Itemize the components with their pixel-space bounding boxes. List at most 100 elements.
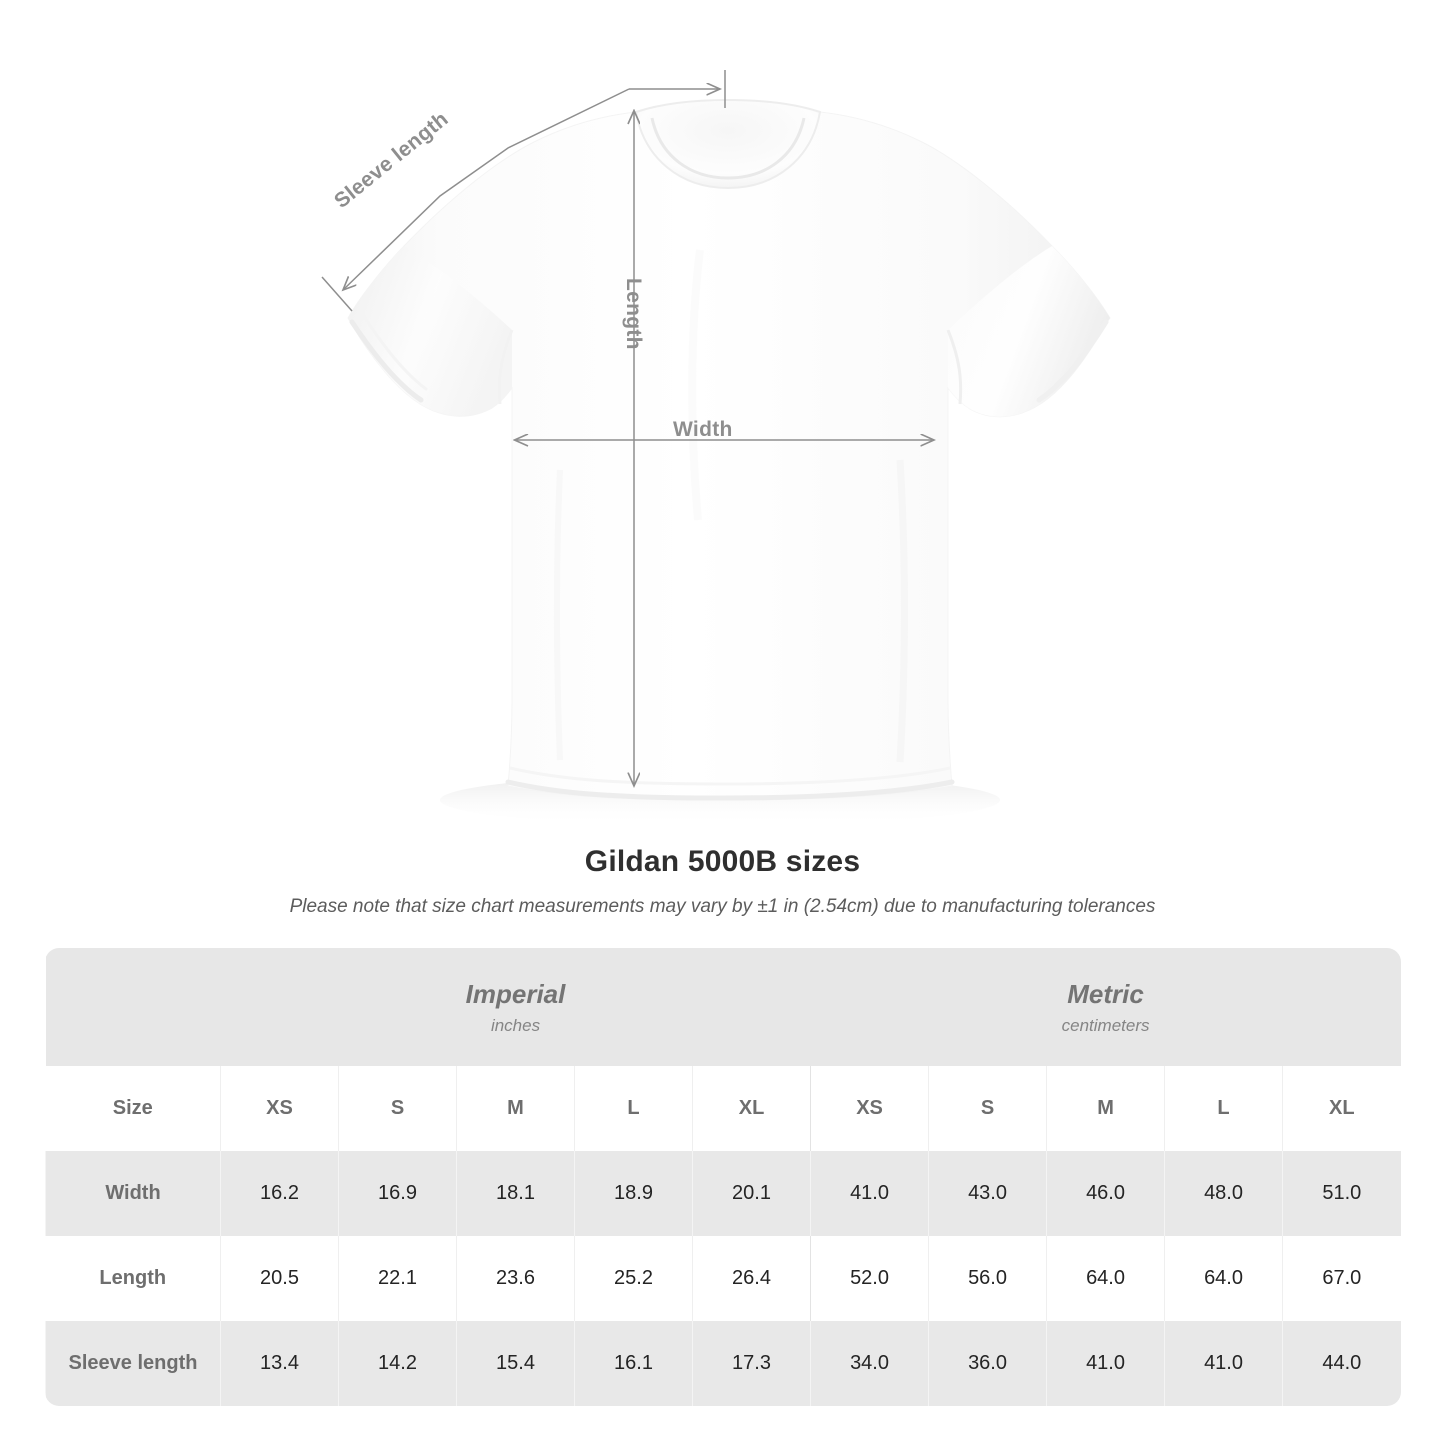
row-label-text: Length: [99, 1267, 167, 1289]
unit-group-metric: Metric centimeters: [810, 948, 1401, 1066]
left-sleeve-hem: [349, 319, 424, 403]
data-cell: 22.1: [338, 1236, 457, 1321]
length-dimension-label: Length: [622, 278, 645, 350]
data-cell: 23.6: [456, 1236, 575, 1321]
tshirt-illustration-svg: [321, 70, 1111, 826]
collar-rib-line: [650, 117, 806, 180]
size-header-text: M: [1097, 1097, 1114, 1119]
size-header-text: L: [627, 1097, 640, 1119]
data-cell: 36.0: [928, 1321, 1047, 1406]
unit-group-imperial: Imperial inches: [220, 948, 811, 1066]
size-header-imperial-s: S: [338, 1066, 457, 1151]
data-cell: 64.0: [1164, 1236, 1283, 1321]
cell-value: 64.0: [1086, 1267, 1125, 1289]
cell-value: 23.6: [496, 1267, 535, 1289]
cell-value: 25.2: [614, 1267, 653, 1289]
cell-value: 56.0: [968, 1267, 1007, 1289]
data-cell: 14.2: [338, 1321, 457, 1406]
data-cell: 48.0: [1164, 1151, 1283, 1236]
unit-header-spacer: [45, 948, 221, 1066]
cell-value: 16.9: [378, 1182, 417, 1204]
size-header-metric-s: S: [928, 1066, 1047, 1151]
size-table: Imperial inches Metric centimeters Size …: [45, 948, 1401, 1406]
size-header-text: S: [980, 1097, 995, 1119]
data-cell: 64.0: [1046, 1236, 1165, 1321]
data-cell: 52.0: [810, 1236, 929, 1321]
data-cell: 17.3: [691, 1321, 811, 1406]
cell-value: 18.9: [614, 1182, 653, 1204]
cell-value: 18.1: [496, 1182, 535, 1204]
size-header-text: XL: [738, 1097, 765, 1119]
row-label-cell: Length: [45, 1236, 221, 1321]
cell-value: 48.0: [1204, 1182, 1243, 1204]
tshirt-diagram: Sleeve length Length Width: [321, 70, 1111, 826]
data-cell: 20.1: [691, 1151, 811, 1236]
cell-value: 15.4: [496, 1352, 535, 1374]
cell-value: 64.0: [1204, 1267, 1243, 1289]
data-cell: 18.1: [456, 1151, 575, 1236]
data-cell: 56.0: [928, 1236, 1047, 1321]
cell-value: 26.4: [732, 1267, 771, 1289]
sleeve-length-dimension: [321, 70, 726, 312]
cell-value: 43.0: [968, 1182, 1007, 1204]
cell-value: 34.0: [850, 1352, 889, 1374]
cell-value: 44.0: [1322, 1352, 1362, 1374]
cell-value: 67.0: [1322, 1267, 1362, 1289]
data-cell: 51.0: [1282, 1151, 1401, 1236]
cell-value: 17.3: [732, 1352, 771, 1374]
size-table-container: Imperial inches Metric centimeters Size …: [45, 948, 1401, 1406]
data-cell: 67.0: [1282, 1236, 1401, 1321]
sleeve-dimension-endtick: [321, 276, 353, 312]
cell-value: 52.0: [850, 1267, 889, 1289]
cell-value: 22.1: [378, 1267, 417, 1289]
page-title: Gildan 5000B sizes: [584, 845, 861, 878]
left-armhole-seam: [497, 329, 514, 405]
fabric-fold-center: [688, 249, 704, 521]
fabric-fold-left: [554, 469, 563, 761]
data-cell: 20.5: [220, 1236, 339, 1321]
data-cell: 41.0: [810, 1151, 929, 1236]
size-header-label-text: Size: [112, 1097, 153, 1119]
data-cell: 34.0: [810, 1321, 929, 1406]
size-header-imperial-m: M: [456, 1066, 575, 1151]
table-row: Length 20.5 22.1 23.6 25.2 26.4 52.0 56.…: [45, 1236, 1401, 1321]
cell-value: 41.0: [1086, 1352, 1125, 1374]
size-header-metric-xs: XS: [810, 1066, 929, 1151]
size-header-row: Size XS S M L XL XS S M L XL: [45, 1066, 1401, 1151]
cell-value: 16.2: [260, 1182, 299, 1204]
row-label-cell: Width: [45, 1151, 221, 1236]
unit-name-imperial: Imperial: [465, 978, 566, 1009]
size-header-text: L: [1217, 1097, 1230, 1119]
tshirt-body-shape: [347, 111, 1111, 801]
data-cell: 18.9: [574, 1151, 693, 1236]
right-sleeve-hem: [1036, 319, 1109, 403]
cell-value: 20.1: [732, 1182, 771, 1204]
cell-value: 20.5: [260, 1267, 299, 1289]
right-armhole-seam: [946, 329, 963, 405]
table-row: Sleeve length 13.4 14.2 15.4 16.1 17.3 3…: [45, 1321, 1401, 1406]
data-cell: 16.9: [338, 1151, 457, 1236]
row-label-text: Width: [105, 1182, 161, 1204]
cell-value: 13.4: [260, 1352, 299, 1374]
size-header-metric-l: L: [1164, 1066, 1283, 1151]
data-cell: 16.2: [220, 1151, 339, 1236]
data-cell: 16.1: [574, 1321, 693, 1406]
size-header-metric-xl: XL: [1282, 1066, 1401, 1151]
size-header-imperial-xl: XL: [691, 1066, 811, 1151]
data-cell: 41.0: [1046, 1321, 1165, 1406]
sleeve-dimension-diagonal: [343, 88, 630, 290]
size-header-text: XL: [1329, 1097, 1355, 1119]
data-cell: 13.4: [220, 1321, 339, 1406]
size-header-text: M: [507, 1097, 524, 1119]
data-cell: 46.0: [1046, 1151, 1165, 1236]
width-dimension-label: Width: [673, 418, 733, 441]
data-cell: 25.2: [574, 1236, 693, 1321]
data-cell: 43.0: [928, 1151, 1047, 1236]
size-header-text: S: [390, 1097, 405, 1119]
title-block: Gildan 5000B sizes Please note that size…: [0, 845, 1445, 918]
bottom-hem: [505, 779, 955, 801]
size-header-label: Size: [45, 1066, 221, 1151]
size-header-metric-m: M: [1046, 1066, 1165, 1151]
size-header-text: XS: [266, 1097, 293, 1119]
